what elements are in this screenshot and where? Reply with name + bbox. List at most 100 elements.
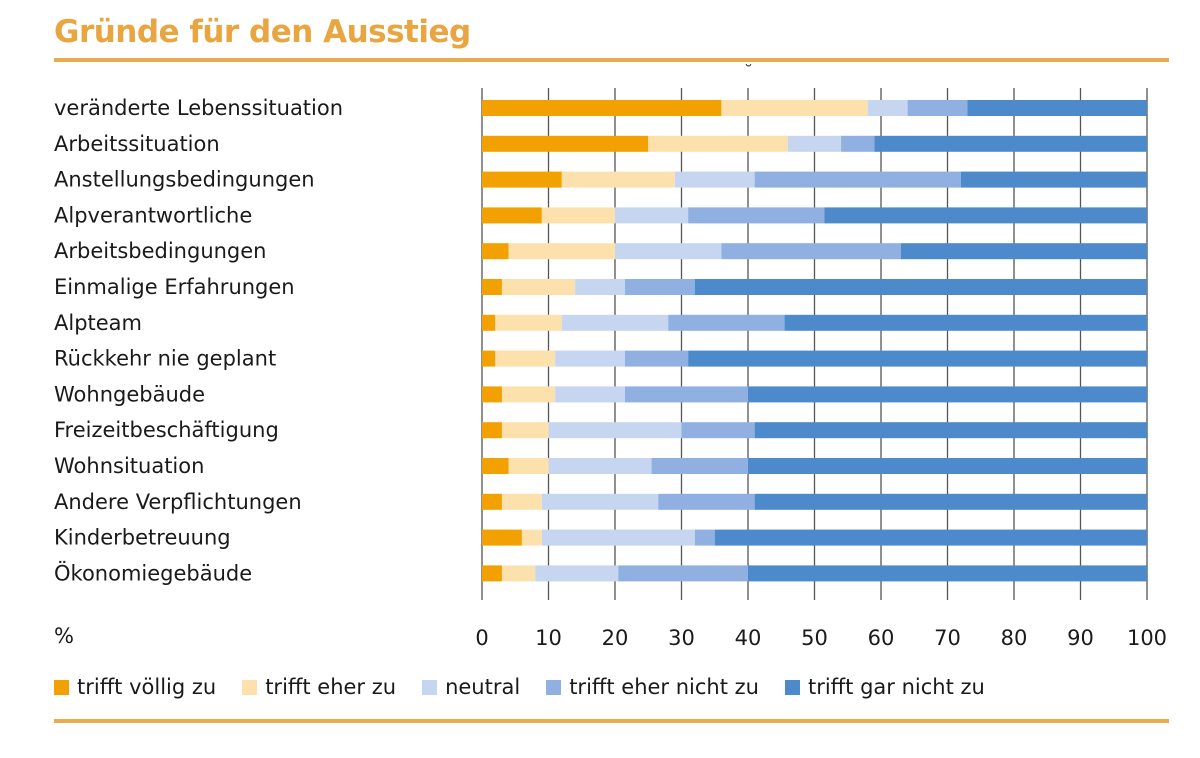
bar-segment xyxy=(548,422,682,439)
x-tick-label: 40 xyxy=(735,626,762,650)
legend-swatch-icon xyxy=(546,679,562,695)
bar-segment xyxy=(688,207,825,224)
bar-segment xyxy=(561,171,675,188)
stray-mark: ˘ xyxy=(744,62,753,83)
category-label: Andere Verpflichtungen xyxy=(54,490,302,514)
legend-swatch-icon xyxy=(422,679,438,695)
x-tick-label: 0 xyxy=(475,626,488,650)
category-label: Freizeitbeschäftigung xyxy=(54,418,279,442)
category-label: Wohnsituation xyxy=(54,454,204,478)
bar-segment xyxy=(967,100,1147,116)
bar-segment xyxy=(482,135,649,152)
legend-item: trifft völlig zu xyxy=(54,675,216,699)
category-labels: veränderte Lebenssituation Arbeitssituati… xyxy=(54,96,343,585)
legend-item: trifft gar nicht zu xyxy=(784,675,985,699)
bar-segment xyxy=(482,529,522,546)
bar-segment xyxy=(841,135,875,152)
x-tick-label: 10 xyxy=(535,626,562,650)
x-tick-label: 100 xyxy=(1127,626,1167,650)
bar-segment xyxy=(754,422,1147,439)
bar-segment xyxy=(495,350,556,367)
legend-item: trifft eher zu xyxy=(242,675,396,699)
bar-segment xyxy=(482,493,502,510)
bar-segment xyxy=(482,565,502,582)
bar-segment xyxy=(482,207,542,224)
bar-segment xyxy=(482,243,509,260)
bar-segment xyxy=(482,100,722,116)
x-tick-labels: 0 10 20 30 40 50 60 70 80 90 100 xyxy=(475,626,1167,650)
bar-segment xyxy=(482,458,509,474)
bar-segment xyxy=(615,243,722,260)
category-label: Rückkehr nie geplant xyxy=(54,347,276,371)
bar-segment xyxy=(787,135,842,152)
bar-segment xyxy=(748,565,1147,582)
legend-swatch-icon xyxy=(54,679,69,695)
bar-segment xyxy=(784,314,1147,331)
bar-segment xyxy=(482,171,562,188)
bar-segment xyxy=(501,565,536,582)
legend-label: trifft eher nicht zu xyxy=(569,675,759,699)
category-label: Arbeitsbedingungen xyxy=(54,239,267,263)
legend-label: neutral xyxy=(445,675,521,699)
bar-segment xyxy=(748,458,1147,474)
bar-segment xyxy=(482,386,502,403)
bar-segment xyxy=(501,279,576,295)
x-axis-unit-label: % xyxy=(54,624,74,648)
category-label: Kinderbetreuung xyxy=(54,526,231,550)
x-tick-label: 70 xyxy=(934,626,961,650)
chart-title: Gründe für den Ausstieg xyxy=(54,14,471,50)
category-label: veränderte Lebenssituation xyxy=(54,96,343,120)
bar-segment xyxy=(624,279,695,295)
bar-segment xyxy=(907,100,968,116)
legend-item: trifft eher nicht zu xyxy=(546,675,759,699)
bar-segment xyxy=(648,135,788,152)
bar-segment xyxy=(754,493,1147,510)
bar-segment xyxy=(668,314,785,331)
bar-segment xyxy=(541,207,615,224)
legend-swatch-icon xyxy=(784,679,800,695)
bar-segment xyxy=(508,458,549,474)
bar-segment xyxy=(501,422,549,439)
bar-segment xyxy=(541,493,659,510)
bar-segment xyxy=(521,529,542,546)
x-tick-label: 50 xyxy=(801,626,828,650)
category-label: Arbeitssituation xyxy=(54,132,220,156)
x-tick-label: 80 xyxy=(1001,626,1028,650)
bar-segment xyxy=(624,350,689,367)
legend: trifft völlig zu trifft eher zu neutral tri… xyxy=(54,675,1011,699)
category-label: Einmalige Erfahrungen xyxy=(54,275,295,299)
bar-segment xyxy=(748,386,1147,403)
category-label: Ökonomiegebäude xyxy=(54,560,252,585)
x-tick-label: 30 xyxy=(668,626,695,650)
bar-segment xyxy=(482,422,502,439)
legend-label: trifft eher zu xyxy=(265,675,397,699)
bar-segment xyxy=(688,350,1147,367)
category-label: Anstellungsbedingungen xyxy=(54,168,315,192)
bar-segment xyxy=(674,171,755,188)
bar-segment xyxy=(867,100,908,116)
legend-label: trifft gar nicht zu xyxy=(807,675,985,699)
bar-segment xyxy=(618,565,748,582)
bar-segment xyxy=(575,279,625,295)
legend-item: neutral xyxy=(422,675,520,699)
bottom-divider xyxy=(54,719,1169,723)
bar-segment xyxy=(555,386,625,403)
bar-segment xyxy=(721,100,868,116)
category-label: Alpverantwortliche xyxy=(54,203,252,227)
bar-segment xyxy=(482,350,496,367)
category-label: Alpteam xyxy=(54,311,142,335)
bar-segment xyxy=(900,243,1147,260)
x-tick-label: 60 xyxy=(868,626,895,650)
bar-segment xyxy=(561,314,669,331)
bar-segment xyxy=(482,279,502,295)
bar-segment xyxy=(651,458,748,474)
bar-segment xyxy=(754,171,961,188)
category-label: Wohngebäude xyxy=(54,382,205,406)
bar-segment xyxy=(495,314,562,331)
bar-segment xyxy=(548,458,652,474)
bar-segment xyxy=(681,422,755,439)
bar-segment xyxy=(824,207,1147,224)
bar-segment xyxy=(482,314,496,331)
bar-segment xyxy=(535,565,619,582)
bar-segment xyxy=(615,207,689,224)
